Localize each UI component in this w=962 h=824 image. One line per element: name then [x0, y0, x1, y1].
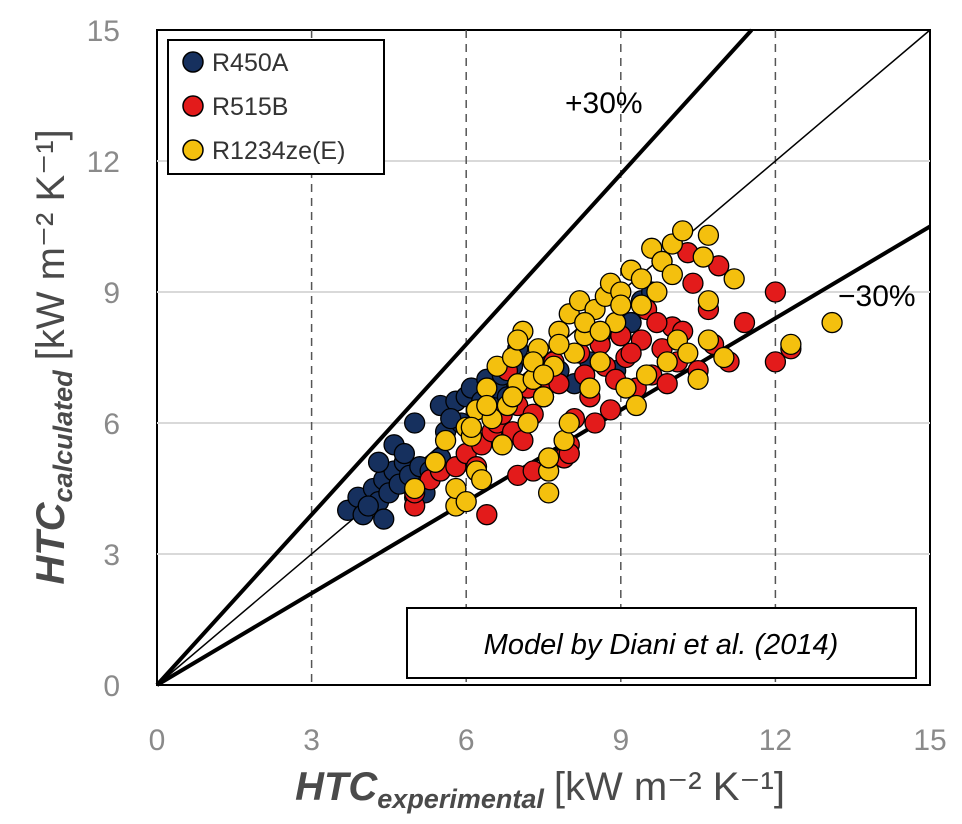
plus-30-line — [155, 28, 754, 687]
data-point — [599, 399, 622, 421]
legend-marker-r450a — [182, 51, 204, 73]
data-point — [656, 373, 678, 395]
data-point — [393, 442, 416, 465]
plus-30-label: +30% — [565, 87, 643, 120]
data-point — [620, 342, 642, 364]
data-point — [357, 495, 379, 517]
data-point — [692, 246, 714, 268]
y-axis-title: HTCcalculated [kW m⁻² K⁻¹] — [29, 129, 78, 584]
data-point — [471, 469, 493, 491]
legend: R450A R515B R1234ze(E) — [167, 39, 385, 175]
data-points — [337, 220, 843, 530]
data-point — [584, 412, 606, 434]
y-axis-title-main: HTC — [29, 501, 73, 584]
data-point — [723, 268, 745, 290]
minus-30-label: −30% — [838, 280, 916, 313]
legend-label-r515b: R515B — [212, 93, 288, 121]
x-tick-label: 9 — [612, 724, 629, 757]
data-point — [579, 377, 601, 399]
data-point — [682, 272, 704, 294]
data-point — [630, 268, 653, 290]
data-point — [538, 482, 560, 504]
x-axis-title-unit: [kW m⁻² K⁻¹] — [554, 765, 785, 809]
data-point — [764, 351, 787, 373]
data-point — [517, 412, 539, 434]
data-point — [630, 294, 653, 316]
data-point — [476, 504, 498, 526]
data-point — [656, 351, 678, 373]
data-point — [733, 311, 756, 334]
x-tick-label: 15 — [913, 724, 946, 757]
y-axis-title-unit: [kW m⁻² K⁻¹] — [29, 129, 73, 360]
data-point — [697, 224, 720, 246]
data-point — [460, 416, 483, 439]
data-point — [671, 220, 694, 242]
legend-marker-r515b — [182, 95, 204, 117]
data-point — [646, 281, 668, 303]
legend-label-r450a: R450A — [212, 49, 289, 77]
y-tick-label: 9 — [103, 277, 120, 310]
x-axis-title-subscript: experimental — [377, 784, 544, 814]
data-point — [373, 508, 395, 530]
annotation-frame — [406, 607, 917, 679]
y-axis-tick-labels: 0 3 6 9 12 15 — [87, 15, 120, 703]
data-point — [661, 263, 683, 286]
y-tick-label: 15 — [87, 15, 120, 48]
y-tick-label: 12 — [87, 146, 120, 179]
data-point — [532, 364, 555, 386]
data-point — [780, 333, 802, 356]
x-axis-tick-labels: 0 3 6 9 12 15 — [149, 724, 947, 757]
data-point — [697, 290, 720, 312]
data-point — [625, 394, 647, 417]
data-point — [424, 451, 446, 473]
data-point — [476, 394, 498, 417]
data-point — [404, 412, 426, 434]
data-point — [404, 477, 426, 500]
data-point — [507, 329, 529, 351]
data-point — [615, 377, 637, 399]
model-annotation: Model by Diani et al. (2014) — [406, 607, 917, 679]
data-point — [532, 386, 555, 408]
data-point — [764, 281, 787, 303]
data-point — [697, 329, 720, 351]
data-point — [821, 311, 843, 334]
data-point — [635, 364, 658, 386]
data-point — [677, 342, 699, 364]
data-point — [558, 412, 580, 434]
data-point — [491, 434, 513, 456]
data-point — [501, 386, 524, 408]
series-r1234zee — [404, 220, 843, 517]
annotation-text: Model by Diani et al. (2014) — [484, 629, 839, 661]
x-axis-title: HTCexperimental [kW m⁻² K⁻¹] — [295, 765, 785, 814]
legend-marker-r1234ze — [182, 139, 204, 161]
y-axis-title-subscript: calculated — [48, 370, 78, 503]
x-tick-label: 0 — [149, 724, 166, 757]
data-point — [610, 294, 632, 316]
x-tick-label: 12 — [759, 724, 792, 757]
y-tick-label: 6 — [103, 408, 120, 441]
data-point — [538, 447, 560, 469]
data-point — [713, 346, 735, 369]
data-point — [548, 333, 570, 356]
y-tick-label: 0 — [103, 670, 120, 703]
x-tick-label: 6 — [458, 724, 475, 757]
x-tick-label: 3 — [303, 724, 320, 757]
legend-label-r1234ze: R1234ze(E) — [212, 137, 345, 165]
x-axis-title-main: HTC — [295, 765, 378, 809]
data-point — [687, 368, 709, 390]
data-point — [434, 429, 457, 452]
data-point — [589, 351, 611, 373]
data-point — [646, 311, 668, 334]
legend-frame — [167, 39, 385, 175]
data-point — [367, 451, 390, 473]
data-point — [589, 320, 611, 342]
data-point — [455, 490, 477, 513]
y-tick-label: 3 — [103, 539, 120, 572]
